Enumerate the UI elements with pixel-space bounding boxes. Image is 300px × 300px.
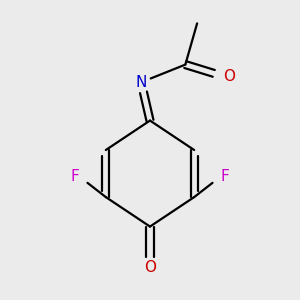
Text: N: N xyxy=(134,73,149,91)
Text: F: F xyxy=(221,169,230,184)
Text: F: F xyxy=(70,169,79,184)
Text: F: F xyxy=(221,167,233,185)
Text: N: N xyxy=(136,75,147,90)
Text: O: O xyxy=(142,259,158,277)
Text: O: O xyxy=(224,68,239,85)
Text: O: O xyxy=(144,260,156,275)
Text: F: F xyxy=(67,167,79,185)
Text: O: O xyxy=(224,69,236,84)
